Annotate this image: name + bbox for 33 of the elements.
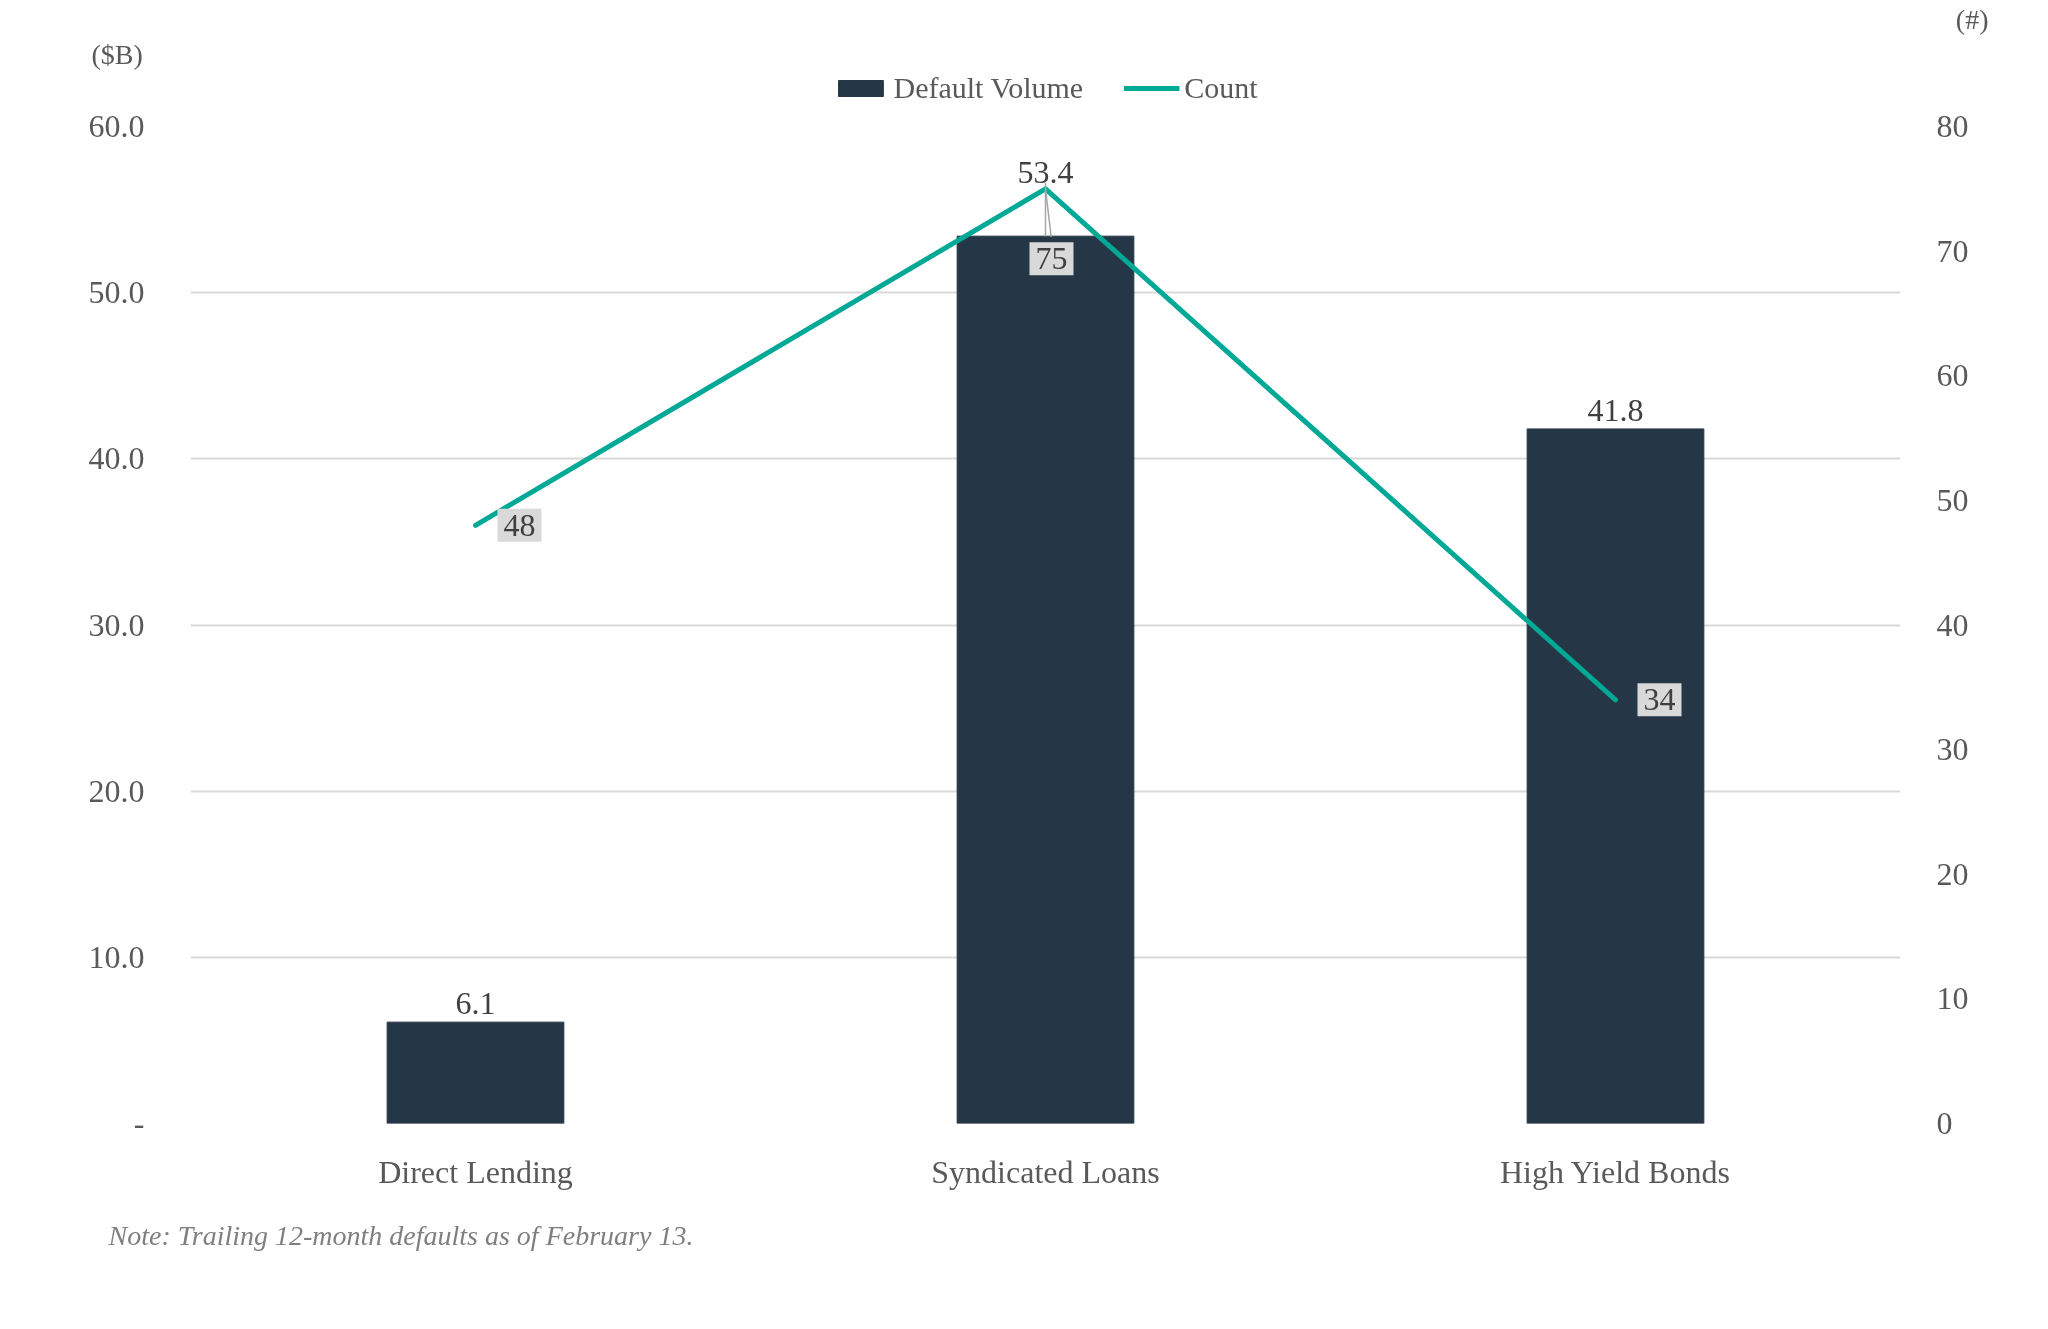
y2-tick-label: 40 [1936, 606, 1969, 643]
y-tick-label: 50.0 [88, 274, 145, 311]
bar [956, 235, 1135, 1124]
y2-tick-label: 0 [1936, 1105, 1953, 1141]
bar [386, 1021, 565, 1124]
text: Note: Trailing 12-month defaults as of February 13. [107, 1219, 694, 1251]
y2-tick-label: 50 [1936, 481, 1969, 518]
y-tick-label: 60.0 [88, 108, 145, 144]
y2-tick-label: 10 [1936, 980, 1969, 1017]
data-label: 75 [1035, 240, 1068, 277]
y-tick-label: 30.0 [88, 606, 145, 643]
data-label: 41.8 [1587, 391, 1644, 428]
data-label: 34 [1643, 681, 1676, 718]
y-tick-label: 20.0 [88, 772, 145, 809]
bar [1526, 428, 1705, 1124]
y2-tick-label: 70 [1936, 232, 1969, 269]
data-label: 48 [503, 506, 536, 543]
x-tick-label: High Yield Bonds [1499, 1153, 1730, 1190]
y-axis-title: ($B) [91, 38, 143, 70]
y2-tick-label: 80 [1936, 108, 1969, 144]
y2-tick-label: 30 [1936, 731, 1969, 768]
legend-label: Default Volume [893, 71, 1084, 105]
y-tick-label: 40.0 [88, 440, 145, 477]
x-tick-label: Syndicated Loans [931, 1153, 1160, 1190]
x-tick-label: Direct Lending [378, 1153, 573, 1190]
y-tick-label: - [133, 1105, 145, 1141]
y2-axis-title: (#) [1955, 3, 1989, 35]
data-label: 6.1 [455, 985, 496, 1022]
legend-label: Count [1184, 71, 1258, 105]
y2-tick-label: 60 [1936, 357, 1969, 394]
y-tick-label: 10.0 [88, 938, 145, 975]
y2-tick-label: 20 [1936, 855, 1969, 892]
data-label: 53.4 [1017, 153, 1074, 190]
